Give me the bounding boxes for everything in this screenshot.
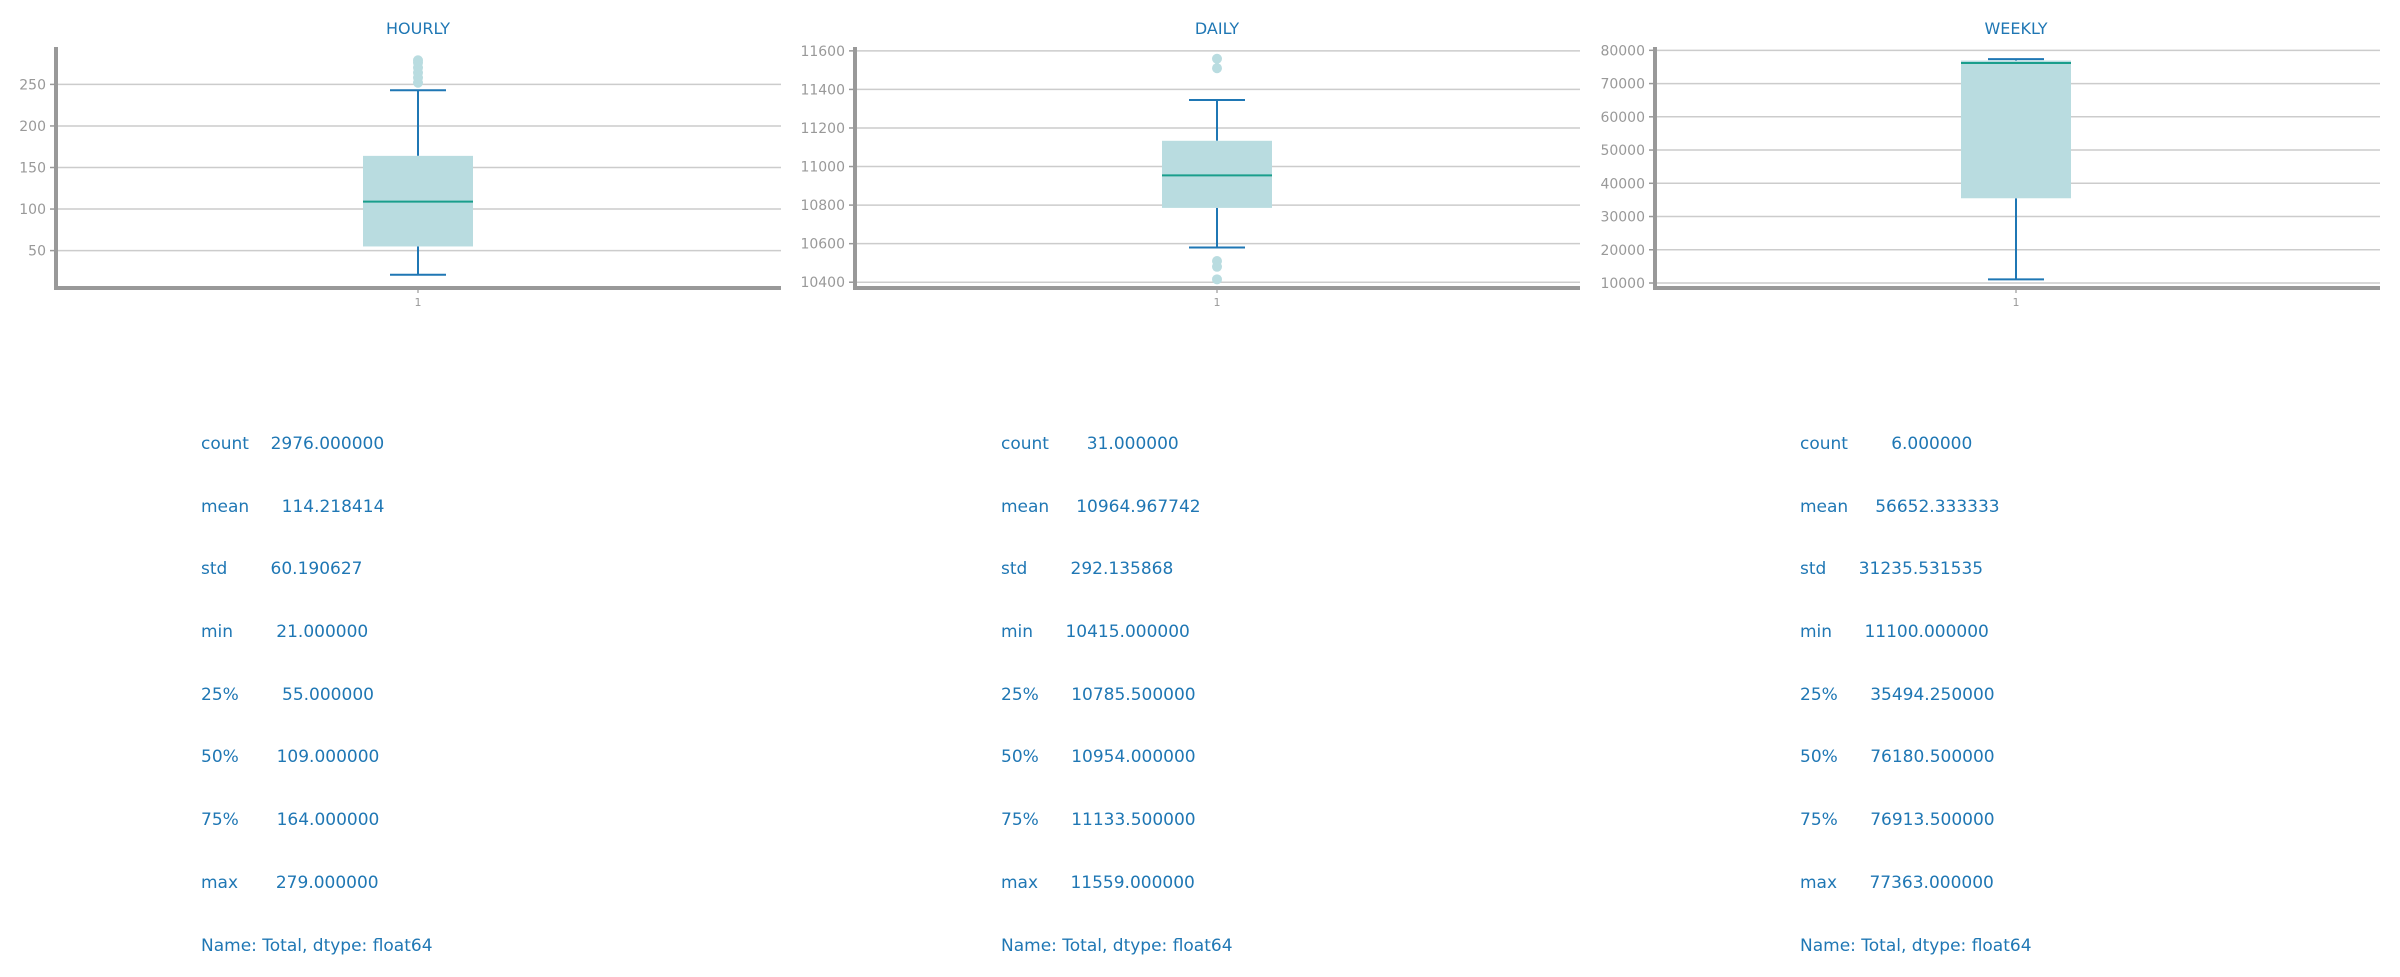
x-tick-label: 1 [415, 296, 422, 309]
stats-line: mean 114.218414 [201, 496, 385, 517]
outlier-point [413, 55, 423, 66]
y-tick-label: 20000 [1600, 243, 1645, 259]
stats-line: 50% 76180.500000 [1800, 747, 1995, 768]
stats-block-daily: count 31.000000 mean 10964.967742 std 29… [1001, 392, 1233, 977]
stats-block-weekly: count 6.000000 mean 56652.333333 std 312… [1800, 392, 2032, 977]
stats-line: Name: Total, dtype: float64 [1800, 935, 2032, 956]
y-tick-label: 50 [28, 244, 46, 260]
chart-title-hourly: HOURLY [386, 19, 450, 38]
stats-line: min 10415.000000 [1001, 621, 1190, 642]
stats-line: 75% 164.000000 [201, 810, 380, 831]
y-tick-label: 10400 [800, 275, 845, 291]
y-tick-label: 11600 [800, 44, 845, 60]
stats-line: std 31235.531535 [1800, 559, 1984, 580]
y-tick-label: 11000 [800, 160, 845, 176]
y-tick-label: 10000 [1600, 276, 1645, 292]
y-tick-label: 100 [19, 202, 46, 218]
y-tick-label: 150 [19, 161, 46, 177]
stats-line: Name: Total, dtype: float64 [201, 935, 433, 956]
outlier-point [1212, 53, 1222, 64]
chart-title-daily: DAILY [1195, 19, 1239, 38]
y-tick-label: 10800 [800, 198, 845, 214]
stats-line: 25% 55.000000 [201, 684, 374, 705]
stats-line: 50% 109.000000 [201, 747, 380, 768]
stats-line: 25% 10785.500000 [1001, 684, 1196, 705]
stats-line: 75% 76913.500000 [1800, 810, 1995, 831]
outlier-point [1212, 256, 1222, 267]
y-tick-label: 250 [19, 77, 46, 93]
stats-line: count 31.000000 [1001, 433, 1179, 454]
outlier-point [1212, 63, 1222, 74]
y-tick-label: 60000 [1600, 110, 1645, 126]
stats-line: 25% 35494.250000 [1800, 684, 1995, 705]
iqr-box [1961, 60, 2071, 199]
stats-line: count 2976.000000 [201, 433, 385, 454]
y-tick-label: 200 [19, 119, 46, 135]
y-tick-label: 30000 [1600, 210, 1645, 226]
chart-title-weekly: WEEKLY [1984, 19, 2047, 38]
y-tick-label: 50000 [1600, 143, 1645, 159]
stats-line: max 11559.000000 [1001, 872, 1195, 893]
outlier-point [1212, 274, 1222, 285]
stats-line: min 21.000000 [201, 621, 369, 642]
stats-line: min 11100.000000 [1800, 621, 1989, 642]
stats-line: max 279.000000 [201, 872, 379, 893]
stats-line: 75% 11133.500000 [1001, 810, 1196, 831]
stats-line: max 77363.000000 [1800, 872, 1994, 893]
y-tick-label: 70000 [1600, 77, 1645, 93]
y-tick-label: 11400 [800, 82, 845, 98]
x-tick-label: 1 [1214, 296, 1221, 309]
stats-line: mean 10964.967742 [1001, 496, 1201, 517]
y-tick-label: 10600 [800, 237, 845, 253]
y-tick-label: 11200 [800, 121, 845, 137]
stats-line: std 60.190627 [201, 559, 363, 580]
stats-line: std 292.135868 [1001, 559, 1174, 580]
y-tick-label: 40000 [1600, 176, 1645, 192]
stats-line: mean 56652.333333 [1800, 496, 2000, 517]
stats-line: count 6.000000 [1800, 433, 1973, 454]
stats-line: Name: Total, dtype: float64 [1001, 935, 1233, 956]
iqr-box [1162, 140, 1272, 208]
y-tick-label: 80000 [1600, 43, 1645, 59]
box-plot-figure: HOURLY 50 100 150 200 250 1 DAILY 10400 10600 1080… [19, 19, 2380, 309]
x-tick-label: 1 [2013, 296, 2020, 309]
stats-block-hourly: count 2976.000000 mean 114.218414 std 60… [201, 392, 433, 977]
stats-line: 50% 10954.000000 [1001, 747, 1196, 768]
